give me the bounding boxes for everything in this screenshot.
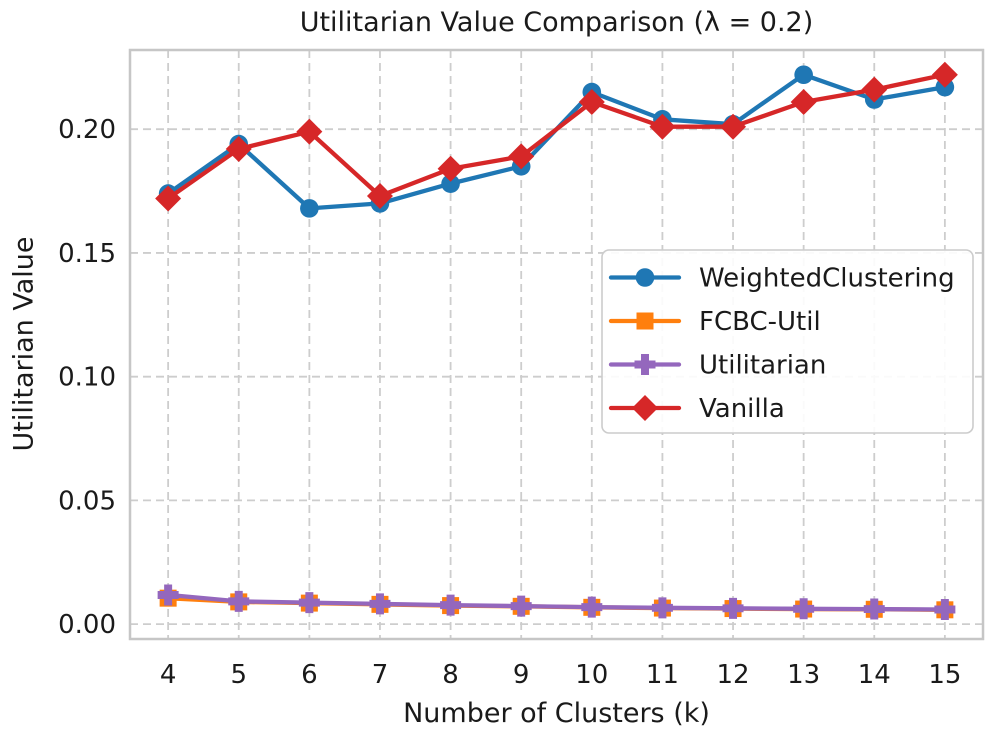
- x-tick-label: 10: [575, 660, 608, 690]
- legend-box: [601, 249, 974, 434]
- x-tick-label: 4: [160, 660, 177, 690]
- y-tick-label: 0.20: [58, 115, 116, 145]
- x-tick-label: 11: [646, 660, 679, 690]
- marker-diamond-vanilla: [720, 113, 747, 140]
- marker-circle-weightedclustering: [300, 199, 319, 218]
- marker-diamond-vanilla: [437, 155, 464, 182]
- marker-diamond-vanilla: [931, 61, 958, 88]
- marker-plus-utilitarian: [651, 597, 673, 619]
- axes-frame: [128, 48, 985, 641]
- x-tick-label: 7: [372, 660, 389, 690]
- marker-plus-utilitarian: [298, 592, 320, 614]
- marker-diamond-vanilla: [225, 135, 252, 162]
- x-tick-label: 9: [513, 660, 530, 690]
- chart-title: Utilitarian Value Comparison (λ = 0.2): [299, 7, 814, 38]
- marker-diamond-vanilla: [155, 185, 182, 212]
- marker-circle-weightedclustering: [441, 174, 460, 193]
- legend-label-fcbc-util: FCBC-Util: [699, 307, 821, 337]
- legend-label-weightedclustering: WeightedClustering: [699, 264, 955, 294]
- x-axis-label: Number of Clusters (k): [403, 698, 710, 729]
- marker-plus-utilitarian: [722, 597, 744, 619]
- x-tick-label: 14: [858, 660, 891, 690]
- marker-plus-utilitarian: [440, 594, 462, 616]
- series-line-utilitarian: [165, 592, 948, 612]
- marker-plus-utilitarian: [228, 590, 250, 612]
- x-tick-label: 15: [928, 660, 961, 690]
- marker-diamond-vanilla: [861, 76, 888, 103]
- marker-diamond-vanilla: [649, 113, 676, 140]
- marker-plus-utilitarian: [934, 599, 956, 621]
- marker-diamond-vanilla: [578, 88, 605, 115]
- marker-plus-utilitarian: [793, 598, 815, 620]
- x-tick-label: 8: [442, 660, 459, 690]
- marker-square-legend-fcbc-util: [636, 312, 654, 330]
- x-tick-label: 12: [716, 660, 749, 690]
- marker-plus-utilitarian: [369, 593, 391, 615]
- marker-plus-utilitarian: [581, 596, 603, 618]
- marker-plus-legend-utilitarian: [634, 354, 656, 375]
- series-line-weightedclustering: [165, 72, 948, 211]
- marker-circle-legend-weightedclustering: [635, 268, 655, 287]
- marker-plus-utilitarian: [863, 598, 885, 620]
- marker-diamond-vanilla: [296, 118, 323, 145]
- x-tick-label: 5: [230, 660, 247, 690]
- marker-diamond-legend-vanilla: [632, 395, 658, 421]
- legend-label-vanilla: Vanilla: [699, 394, 785, 424]
- marker-diamond-vanilla: [508, 143, 535, 170]
- legend-label-utilitarian: Utilitarian: [699, 351, 826, 381]
- y-tick-label: 0.05: [58, 486, 116, 516]
- y-tick-label: 0.15: [58, 239, 116, 269]
- y-tick-label: 0.10: [58, 363, 116, 393]
- marker-plus-utilitarian: [510, 595, 532, 617]
- y-tick-label: 0.00: [58, 610, 116, 640]
- marker-diamond-vanilla: [366, 183, 393, 210]
- x-tick-label: 13: [787, 660, 820, 690]
- series-line-vanilla: [165, 72, 948, 201]
- marker-plus-utilitarian: [157, 584, 179, 606]
- marker-circle-weightedclustering: [794, 65, 813, 85]
- marker-diamond-vanilla: [790, 88, 817, 115]
- x-tick-label: 6: [301, 660, 318, 690]
